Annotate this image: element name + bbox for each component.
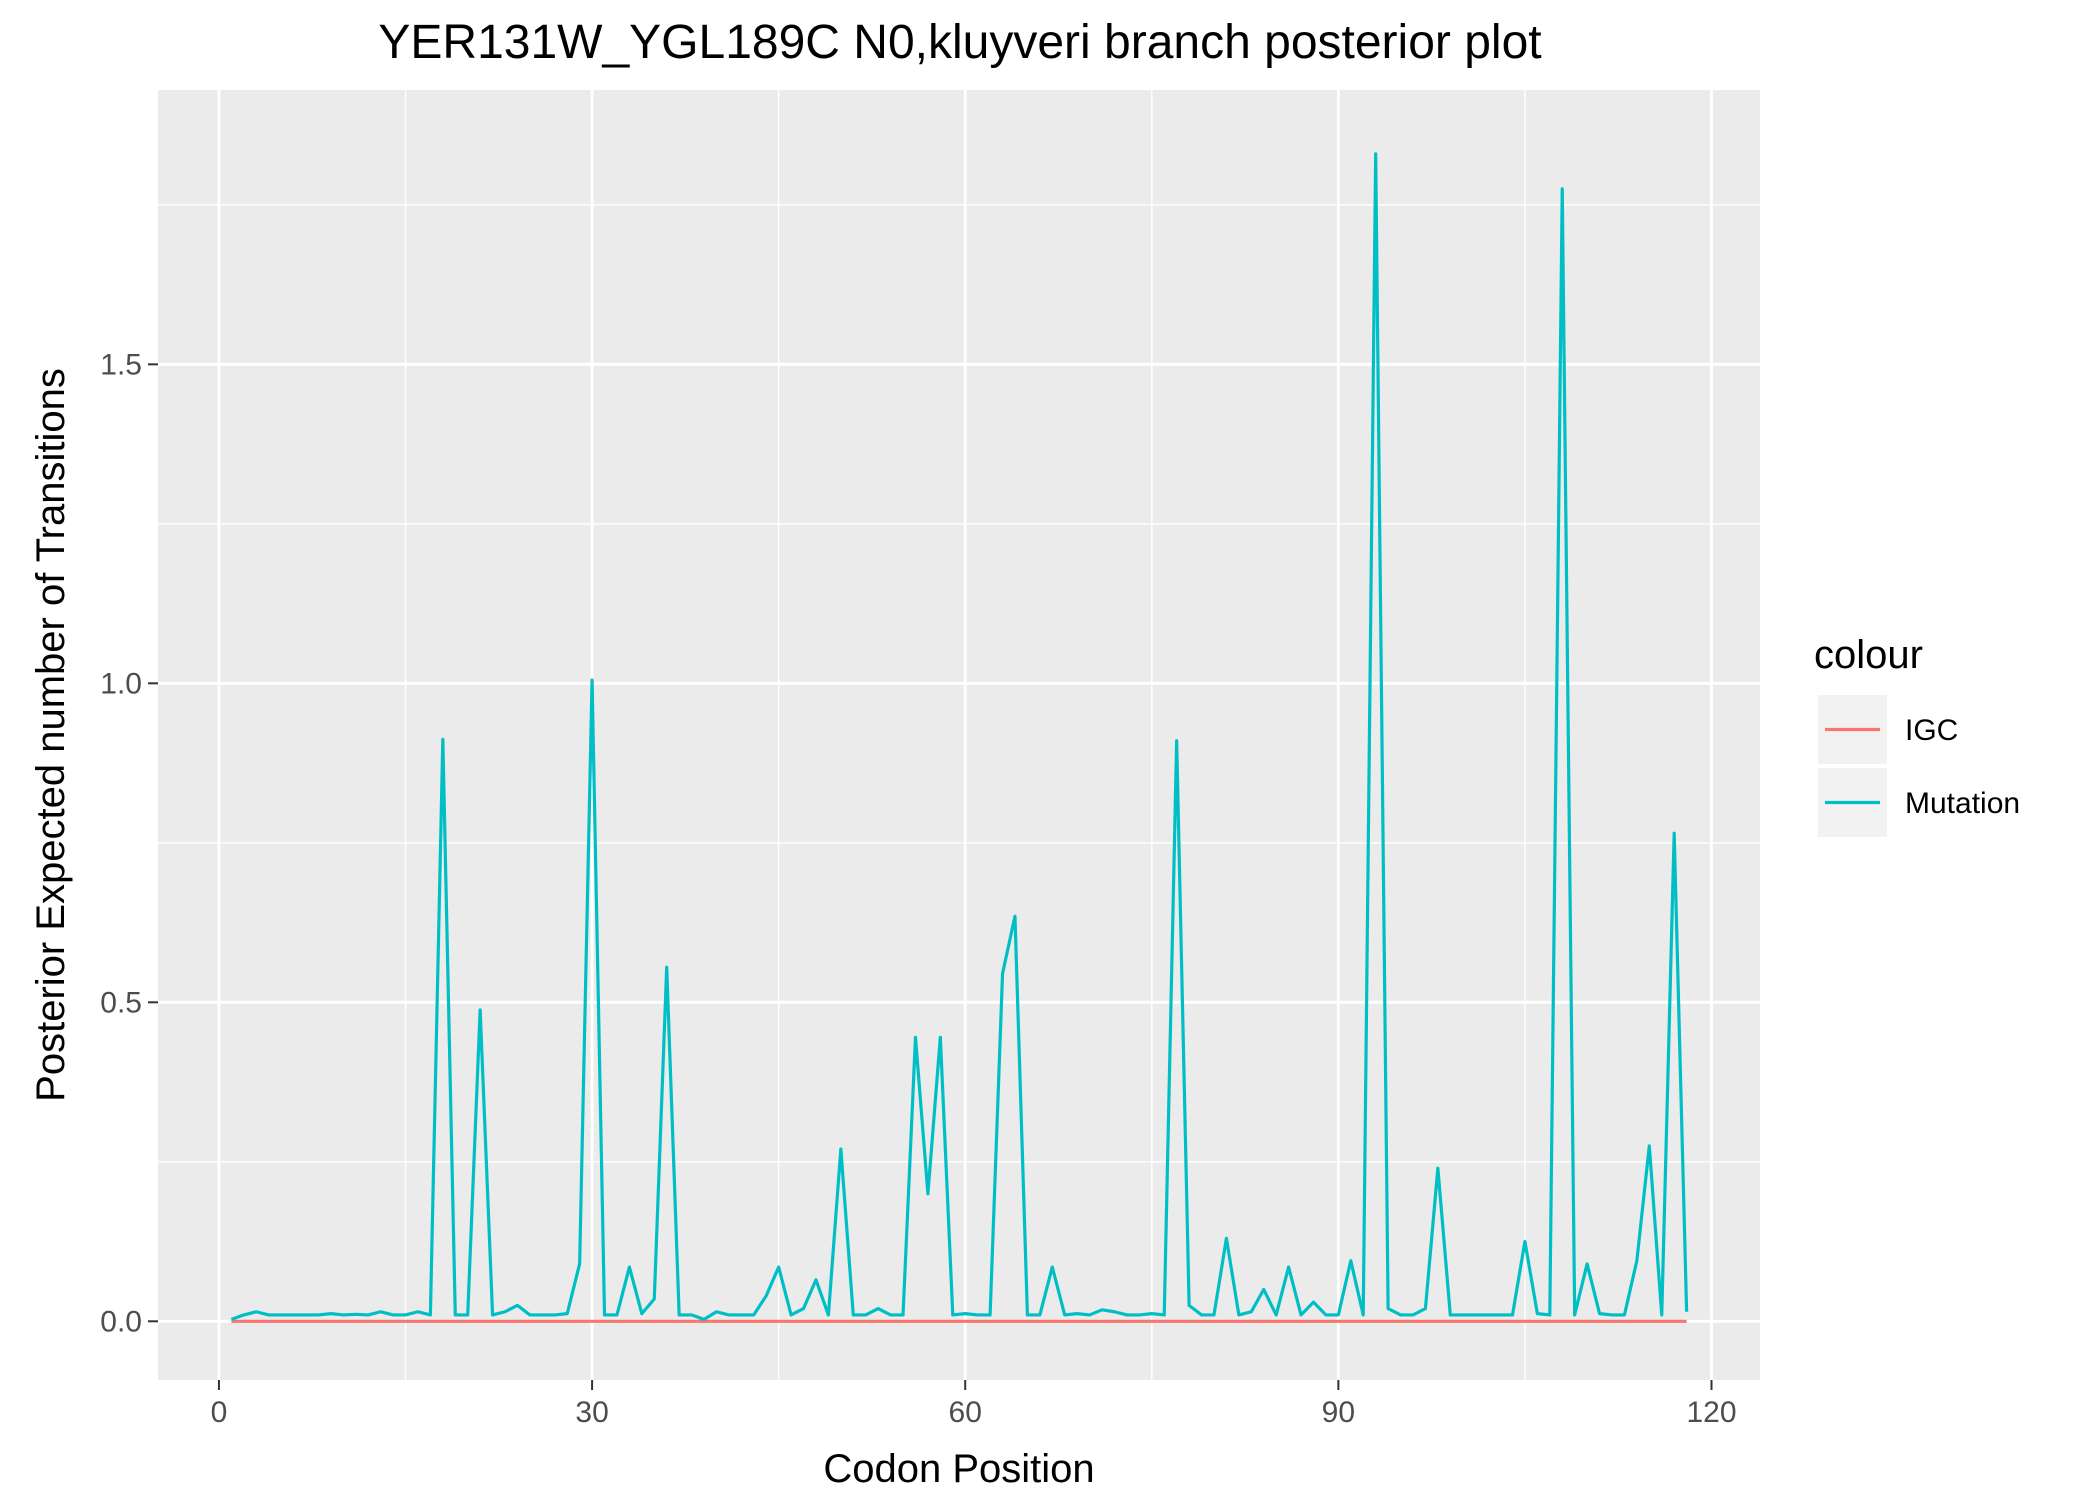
- x-tick-label: 60: [949, 1396, 982, 1429]
- grid-minor-x: [404, 90, 1526, 1380]
- y-tick-label: 1.0: [100, 667, 142, 700]
- x-axis: 0 30 60 90 120: [211, 1380, 1737, 1429]
- chart-title: YER131W_YGL189C N0,kluyveri branch poste…: [378, 16, 1541, 69]
- x-tick-label: 90: [1322, 1396, 1355, 1429]
- legend: colour IGC Mutation: [1814, 633, 2020, 837]
- legend-label-mutation: Mutation: [1905, 787, 2020, 820]
- x-tick-label: 30: [575, 1396, 608, 1429]
- series-layer: [230, 152, 1689, 1323]
- legend-title: colour: [1814, 633, 1923, 677]
- y-axis-title: Posterior Expected number of Transitions: [29, 368, 73, 1102]
- plot-panel: [158, 90, 1760, 1380]
- series-line-mutation: [230, 152, 1689, 1321]
- y-axis: 0.0 0.5 1.0 1.5: [100, 348, 158, 1338]
- x-axis-title: Codon Position: [823, 1447, 1094, 1491]
- y-tick-label: 0.5: [100, 986, 142, 1019]
- legend-items: IGC Mutation: [1818, 695, 2020, 837]
- x-tick-label: 120: [1686, 1396, 1736, 1429]
- x-tick-label: 0: [211, 1396, 228, 1429]
- y-tick-label: 1.5: [100, 348, 142, 381]
- y-tick-label: 0.0: [100, 1305, 142, 1338]
- grid-minor-y: [158, 204, 1760, 1163]
- legend-label-igc: IGC: [1905, 714, 1958, 747]
